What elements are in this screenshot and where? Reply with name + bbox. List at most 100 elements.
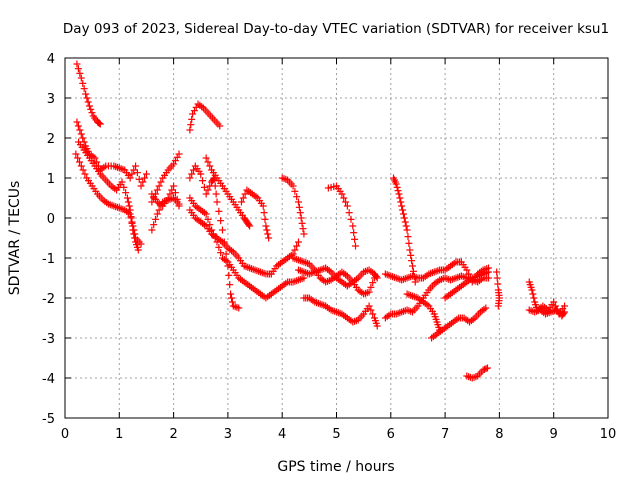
data-point [190, 166, 198, 174]
data-point [188, 115, 196, 123]
data-point [123, 194, 131, 202]
data-point [527, 307, 535, 315]
data-point [528, 286, 536, 294]
data-point [367, 283, 375, 291]
data-point [190, 107, 198, 115]
data-point [132, 162, 140, 170]
data-point [175, 200, 183, 208]
chart-title: Day 093 of 2023, Sidereal Day-to-day VTE… [63, 21, 609, 37]
data-point [202, 210, 210, 218]
data-point [237, 198, 245, 206]
data-point [206, 162, 214, 170]
data-point [204, 158, 212, 166]
data-point [482, 304, 490, 312]
y-tick-label: 1 [47, 172, 55, 187]
data-point [153, 210, 161, 218]
data-point [300, 274, 308, 282]
data-point [261, 215, 269, 223]
data-point [77, 74, 85, 82]
data-point [75, 158, 83, 166]
data-point [393, 183, 401, 191]
data-point [130, 230, 138, 238]
data-point [204, 186, 212, 194]
data-point [530, 294, 538, 302]
data-point [300, 230, 308, 238]
data-point [197, 170, 205, 178]
y-tick-label: -5 [42, 412, 55, 427]
x-tick-labels: 0 1 2 3 4 5 6 7 8 9 10 [61, 427, 616, 442]
data-point [148, 226, 156, 234]
data-point [483, 364, 491, 372]
x-tick-label: 6 [387, 427, 395, 442]
data-point [560, 309, 568, 317]
data-point [295, 203, 303, 211]
data-point [561, 308, 569, 316]
data-point [202, 190, 210, 198]
data-point [394, 187, 402, 195]
grid [65, 58, 608, 418]
data-point [411, 278, 419, 286]
data-point [470, 373, 478, 381]
data-point [129, 226, 137, 234]
data-point [134, 246, 142, 254]
x-tick-label: 9 [550, 427, 558, 442]
x-tick-label: 3 [224, 427, 232, 442]
data-point [293, 242, 301, 250]
data-point [186, 126, 194, 134]
data-point [80, 85, 88, 93]
data-point [76, 69, 84, 77]
data-point [77, 130, 85, 138]
data-point [218, 226, 226, 234]
data-point [85, 102, 93, 110]
data-point [392, 180, 400, 188]
data-point [79, 134, 87, 142]
y-tick-label: -4 [42, 372, 55, 387]
data-point [367, 306, 375, 314]
data-point [369, 310, 377, 318]
data-point [280, 175, 288, 183]
data-point [259, 202, 267, 210]
x-tick-label: 2 [169, 427, 177, 442]
data-point [412, 273, 420, 281]
data-point [74, 154, 82, 162]
data-point [155, 182, 163, 190]
y-tick-label: 2 [47, 132, 55, 147]
data-point [211, 182, 219, 190]
data-point [291, 246, 299, 254]
data-point [239, 194, 247, 202]
data-point [529, 290, 537, 298]
data-point [139, 178, 147, 186]
data-point [124, 198, 132, 206]
ticks [64, 57, 609, 419]
data-point [297, 214, 305, 222]
data-point [397, 198, 405, 206]
y-tick-labels: -5 -4 -3 -2 -1 0 1 2 3 4 [42, 52, 55, 427]
data-point [347, 215, 355, 223]
y-tick-label: 4 [47, 52, 55, 67]
data-point [141, 174, 149, 182]
data-point [482, 365, 490, 373]
data-point [399, 206, 407, 214]
data-point [215, 207, 223, 215]
data-point [401, 218, 409, 226]
data-point [209, 175, 217, 183]
data-point [96, 120, 104, 128]
data-point [396, 194, 404, 202]
data-point [152, 215, 159, 223]
data-point [74, 65, 82, 73]
data-point [228, 294, 236, 302]
data-point [128, 219, 136, 227]
data-point [485, 274, 493, 282]
data-point [199, 177, 207, 185]
x-tick-label: 4 [278, 427, 286, 442]
data-point [351, 235, 359, 243]
data-point [170, 182, 178, 190]
data-point [95, 119, 103, 127]
data-point [157, 202, 165, 210]
data-point [262, 222, 270, 230]
data-point [87, 105, 95, 113]
data-point [73, 60, 81, 68]
data-point [217, 217, 225, 225]
data-point [265, 234, 273, 242]
y-tick-label: -2 [42, 292, 55, 307]
